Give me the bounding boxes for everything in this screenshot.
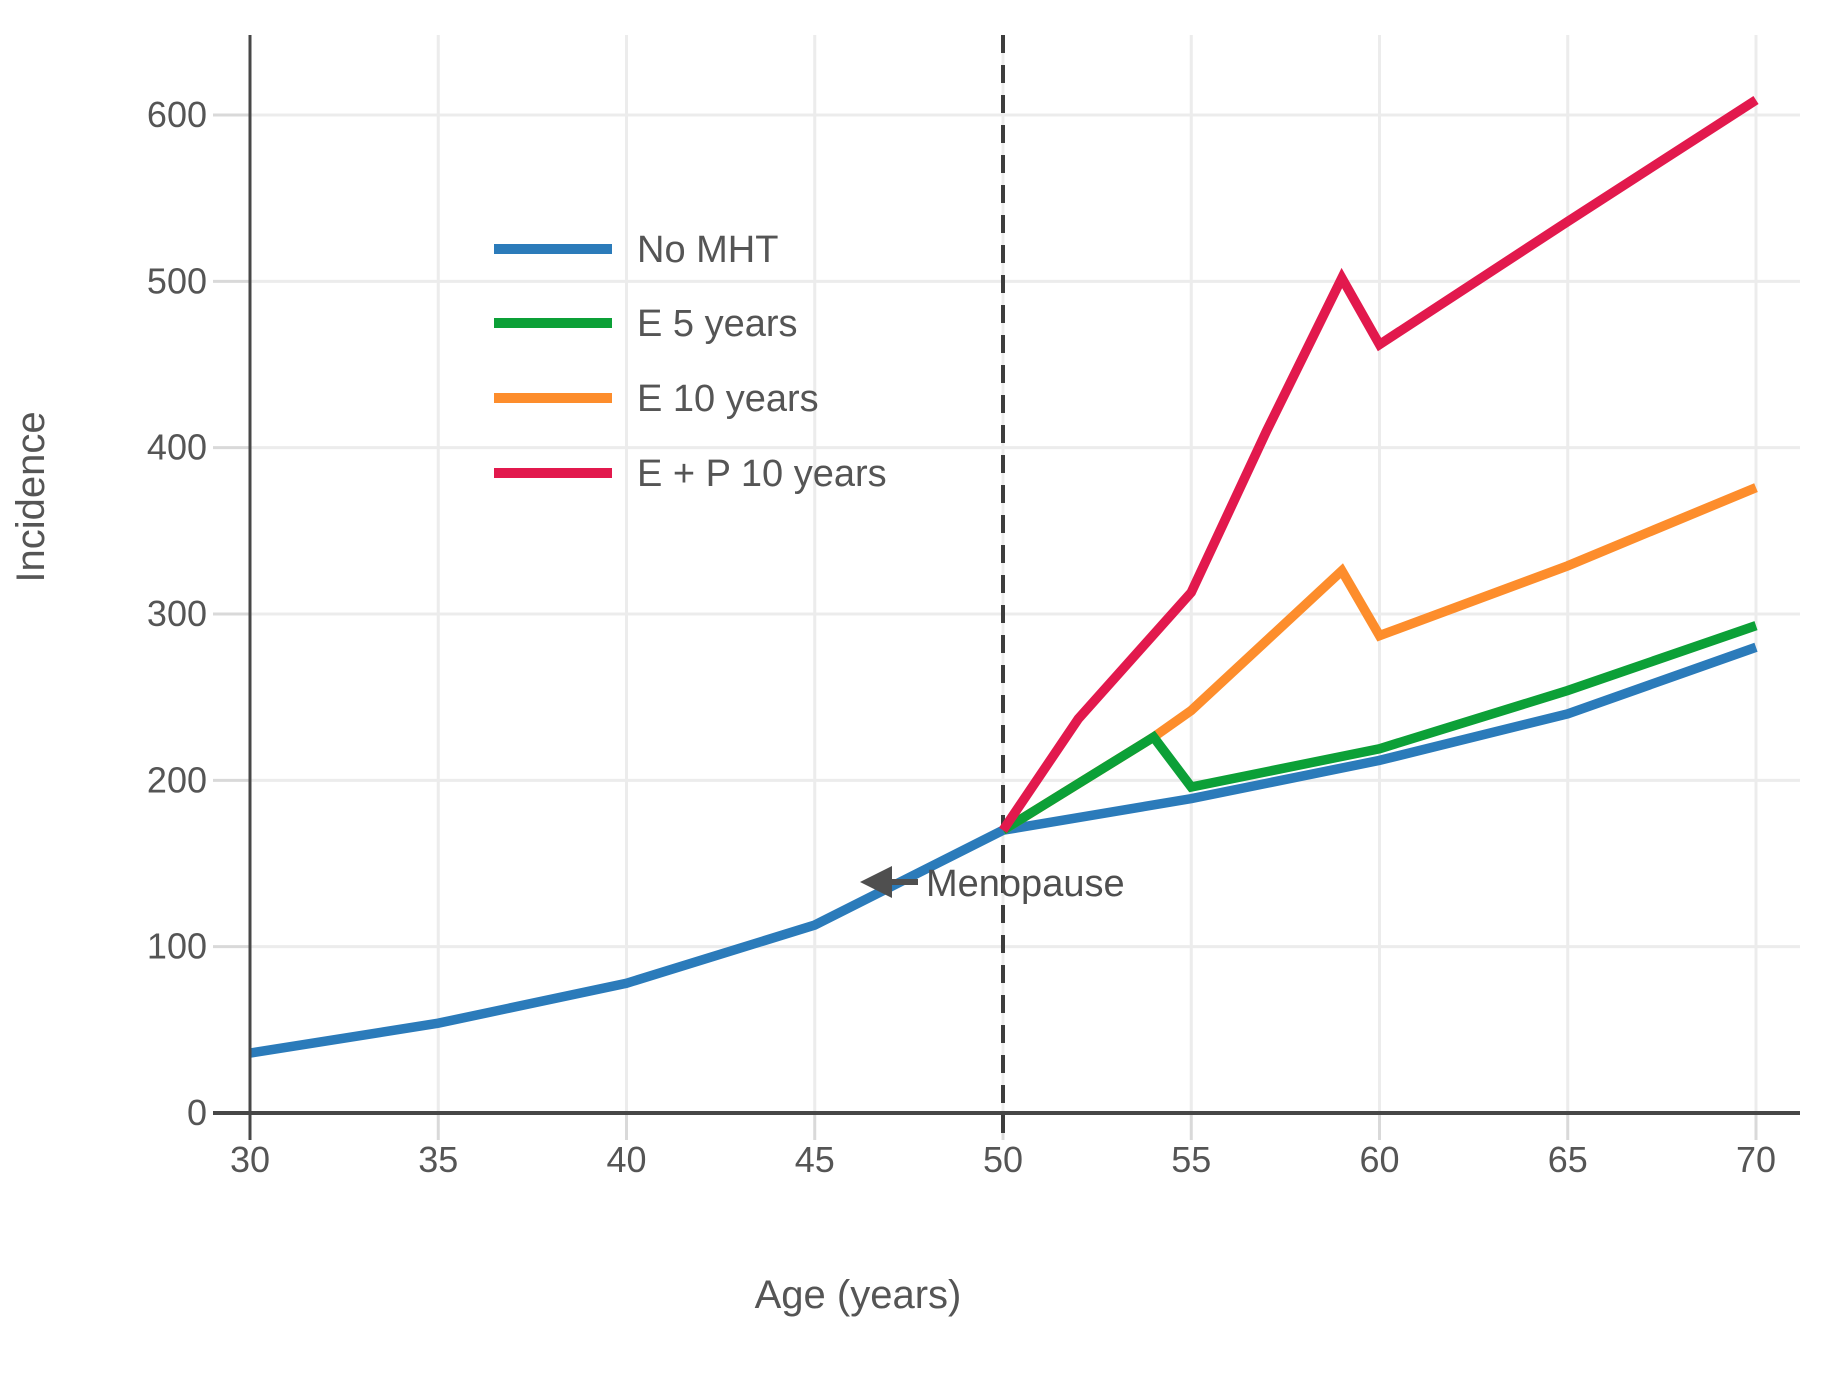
legend: No MHT E 5 years E 10 years E + P 10 yea… [494,229,887,495]
legend-label-no-mht: No MHT [637,229,778,271]
x-tick-label: 50 [983,1139,1023,1180]
y-tick-label: 600 [147,94,207,135]
menopause-arrow-head-icon [860,866,892,898]
x-tick-label: 45 [795,1139,835,1180]
legend-item-ep10: E + P 10 years [494,453,887,495]
legend-item-e10: E 10 years [494,378,819,420]
x-axis-title: Age (years) [755,1273,962,1317]
series-line-e-p-10-years [999,96,1759,833]
x-tick-label: 70 [1736,1139,1776,1180]
x-tick-label: 40 [606,1139,646,1180]
y-tick-label: 100 [147,926,207,967]
y-tick-label: 500 [147,260,207,301]
legend-item-e5: E 5 years [494,303,798,345]
y-tick-label: 0 [187,1092,207,1133]
x-tick-label: 65 [1548,1139,1588,1180]
legend-label-e5: E 5 years [637,303,798,345]
y-tick-label: 200 [147,759,207,800]
menopause-annotation-text: Menopause [926,863,1125,905]
y-tick-label: 300 [147,593,207,634]
x-tick-label: 30 [230,1139,270,1180]
axes-layer [213,35,1800,1140]
legend-label-ep10: E + P 10 years [637,453,887,495]
data-series-layer [249,96,1759,1058]
series-line-e-5-years [1000,621,1758,835]
menopause-annotation: Menopause [860,863,1125,905]
y-tick-label: 400 [147,427,207,468]
legend-label-e10: E 10 years [637,378,819,420]
x-tick-label: 35 [418,1139,458,1180]
gridlines-layer [213,35,1800,1140]
y-axis-title: Incidence [9,411,53,582]
tick-labels-layer: 0 100 200 300 400 500 600 30 35 40 45 50 55 60 65 70 [147,94,1776,1180]
x-tick-label: 55 [1171,1139,1211,1180]
x-tick-label: 60 [1359,1139,1399,1180]
legend-item-no-mht: No MHT [494,229,778,271]
